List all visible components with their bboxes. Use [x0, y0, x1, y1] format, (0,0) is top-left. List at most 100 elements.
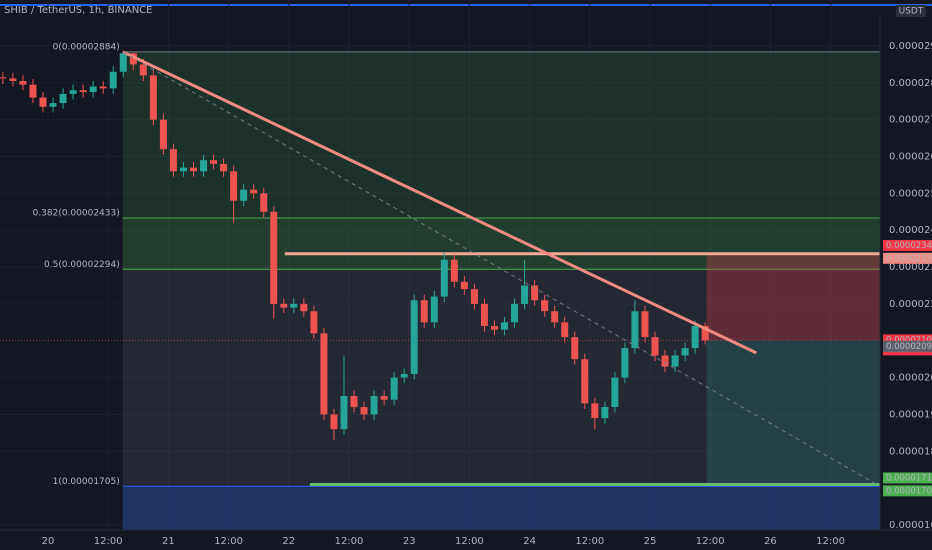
candle-body [109, 71, 117, 89]
x-tick-label: 12:00 [94, 536, 123, 547]
x-tick-label: 22 [282, 536, 295, 547]
x-tick-label: 25 [644, 536, 657, 547]
stop-zone [706, 253, 880, 341]
candle-body [380, 396, 388, 400]
x-tick-label: 20 [42, 536, 55, 547]
candle-body [571, 337, 579, 360]
candle-body [240, 189, 248, 201]
price-tag [883, 239, 932, 251]
y-tick-label: 0.00002000 [889, 373, 932, 384]
candle-body [99, 86, 107, 89]
y-tick-label: 0.00001800 [889, 446, 932, 457]
candle-body [169, 149, 177, 172]
x-tick-label: 12:00 [455, 536, 484, 547]
fib-zone [122, 269, 881, 487]
candle-body [220, 163, 228, 172]
x-tick-label: 12:00 [335, 536, 364, 547]
x-tick-label: 23 [403, 536, 416, 547]
candle-body [370, 396, 378, 415]
candle-body [230, 171, 238, 201]
candle-body [450, 259, 458, 282]
y-tick-label: 0.00002700 [889, 115, 932, 126]
candle-body [631, 311, 639, 349]
candle-body [701, 326, 709, 341]
candle-body [340, 396, 348, 430]
candle-body [611, 377, 619, 408]
candle-body [350, 396, 358, 408]
candle-body [440, 259, 448, 297]
candle-body [330, 414, 338, 430]
x-tick-label: 12:00 [816, 536, 845, 547]
candle-body [260, 193, 268, 212]
y-tick-label: 0.00001600 [889, 520, 932, 531]
candle-body [0, 77, 7, 79]
candle-body [420, 300, 428, 323]
candle-body [29, 84, 37, 98]
fib-zone [122, 51, 881, 219]
price-tag [883, 472, 932, 484]
candle-body [200, 160, 208, 172]
fib-zone [122, 218, 881, 270]
y-tick-label: 0.00002600 [889, 152, 932, 163]
candle-body [621, 348, 629, 378]
candle-body [470, 289, 478, 304]
candle-body [149, 75, 157, 120]
candle-body [661, 355, 669, 367]
candle-body [320, 333, 328, 415]
candle-body [129, 53, 137, 65]
candle-body [300, 303, 308, 312]
y-tick-label: 0.00001900 [889, 409, 932, 420]
candle-body [59, 93, 67, 104]
x-tick-label: 12:00 [214, 536, 243, 547]
price-tag-label: 0.00002097 [886, 342, 932, 352]
price-tag-label: 0.00001705 [886, 486, 932, 496]
candle-body [290, 303, 298, 308]
fib-label: 0.5(0.00002294) [44, 260, 120, 270]
candle-body [390, 377, 398, 400]
candle-body [490, 326, 498, 330]
candle-body [480, 303, 488, 327]
price-tag [883, 340, 932, 352]
candle-body [651, 337, 659, 356]
candle-body [430, 296, 438, 323]
x-tick-label: 21 [162, 536, 175, 547]
candle-body [179, 167, 187, 172]
candle-body [400, 373, 408, 378]
candle-body [189, 167, 197, 172]
candle-body [89, 86, 97, 93]
candle-body [581, 359, 589, 404]
currency-tag[interactable] [896, 5, 926, 17]
fib-zone [122, 486, 881, 530]
x-tick-label: 12:00 [696, 536, 725, 547]
candle-body [531, 285, 539, 301]
candle-body [119, 53, 127, 72]
fib-label: 0.382(0.00002433) [33, 209, 120, 219]
candle-body [79, 90, 87, 93]
y-tick-label: 0.00002800 [889, 78, 932, 89]
candle-body [159, 119, 167, 150]
x-tick-label: 26 [764, 536, 777, 547]
y-tick-label: 0.00002500 [889, 188, 932, 199]
x-tick-label: 12:00 [575, 536, 604, 547]
candle-body [591, 403, 599, 419]
candle-body [521, 285, 529, 304]
candle-body [210, 160, 218, 164]
y-tick-label: 0.00002400 [889, 225, 932, 236]
fib-label: 1(0.00001705) [53, 477, 120, 487]
candle-body [280, 303, 288, 308]
price-axis [880, 18, 932, 530]
currency-label: USDT [899, 7, 924, 17]
candle-body [541, 300, 549, 312]
candle-body [511, 303, 519, 323]
y-tick-label: 0.00002900 [889, 41, 932, 52]
candle-body [681, 348, 689, 356]
y-tick-label: 0.00002300 [889, 262, 932, 273]
candle-body [691, 326, 699, 349]
candle-body [19, 80, 27, 85]
candle-body [310, 311, 318, 334]
price-tag [883, 485, 932, 497]
target-zone [706, 340, 880, 485]
trend-line [122, 50, 757, 355]
candle-body [601, 407, 609, 419]
